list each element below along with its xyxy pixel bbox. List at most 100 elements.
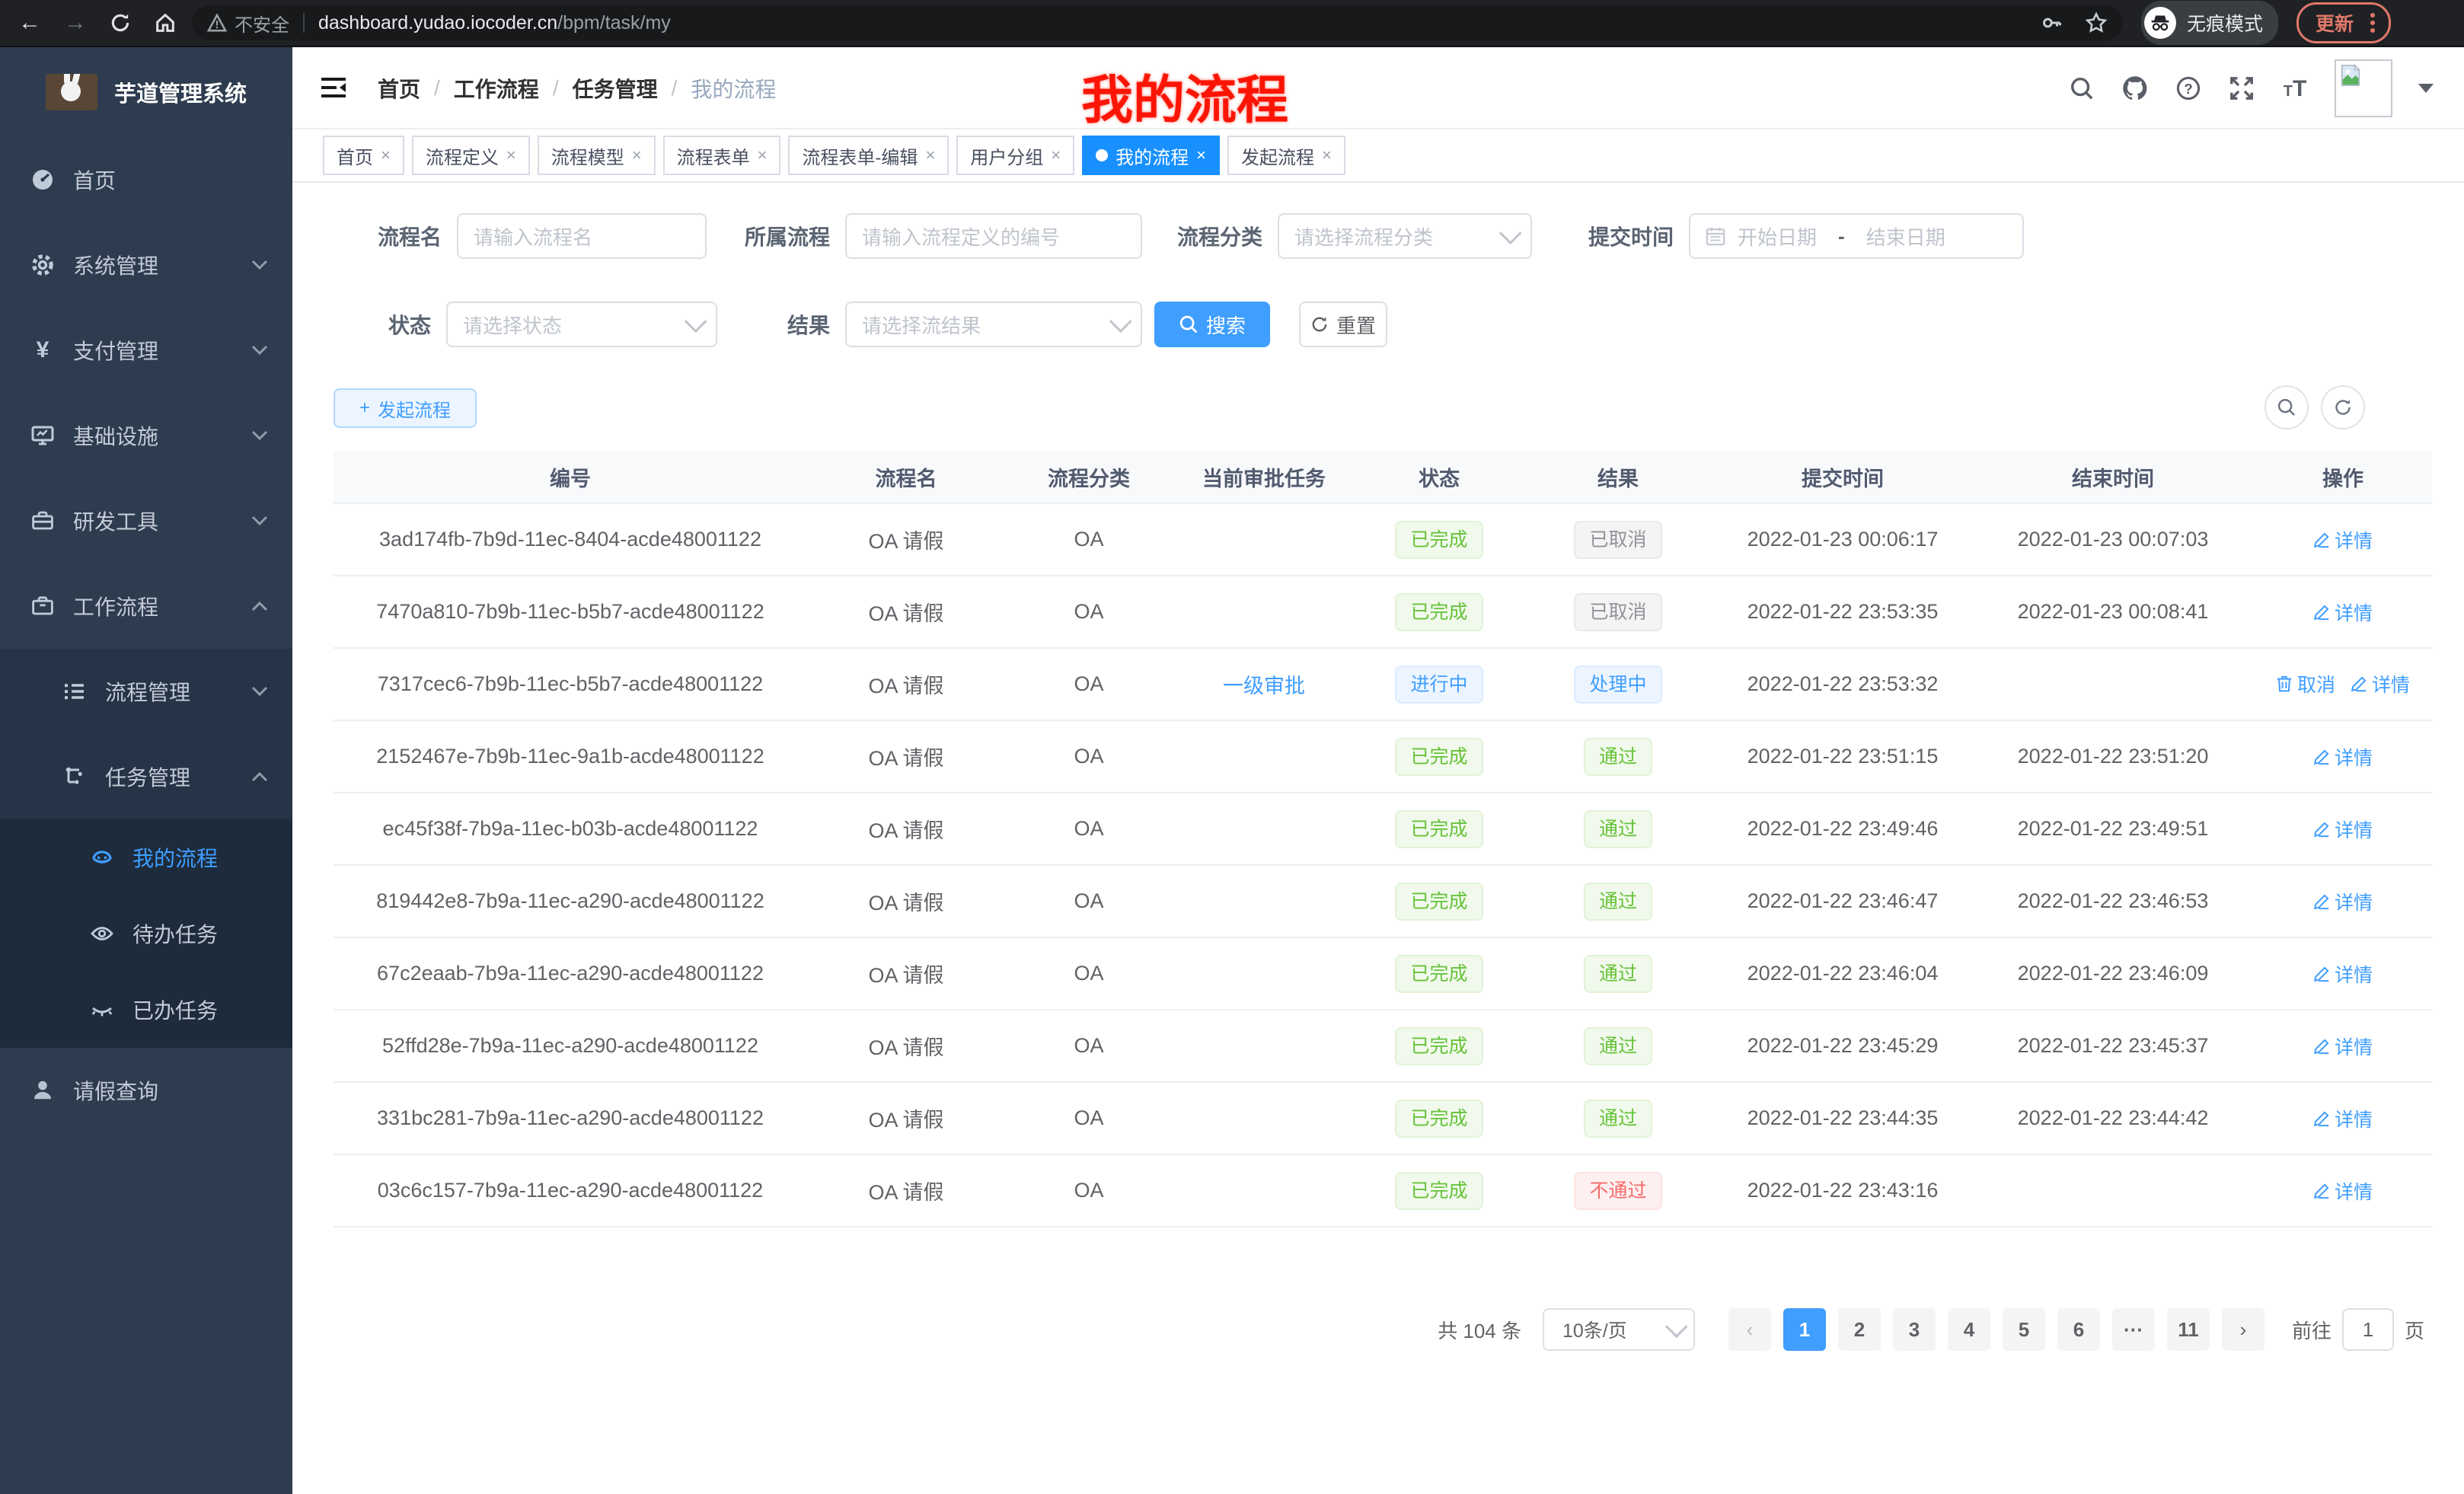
close-icon[interactable]: × [631,145,642,164]
bookmark-star-icon[interactable] [2085,11,2108,34]
view-tab[interactable]: 我的流程 × [1082,136,1221,175]
broken-image-icon [2341,64,2361,86]
close-icon[interactable]: × [1196,145,1207,164]
process-name-input[interactable]: 请输入流程名 [457,213,707,259]
chevron-down-icon [251,259,268,271]
avatar-caret-icon[interactable] [2418,84,2434,93]
page-button[interactable]: ··· [2111,1308,2155,1351]
view-tab[interactable]: 流程表单-编辑 × [788,136,950,175]
sidebar-item-done-tasks[interactable]: 已办任务 [0,972,292,1048]
close-icon[interactable]: × [1051,145,1061,164]
breadcrumb-item[interactable]: 任务管理 [572,78,658,101]
prev-page-button[interactable]: ‹ [1728,1308,1771,1351]
browser-update-button[interactable]: 更新 [2296,2,2392,43]
detail-link[interactable]: 详情 [2313,888,2373,915]
sidebar-item-payment[interactable]: ¥ 支付管理 [0,308,292,393]
sidebar-item-label: 基础设施 [73,425,159,449]
incognito-badge: 无痕模式 [2141,1,2279,45]
cell-category: OA [1074,745,1104,768]
security-warning[interactable]: 不安全 [207,10,289,37]
toggle-search-button[interactable] [2265,385,2309,429]
url-bar[interactable]: 不安全 dashboard.yudao.iocoder.cn/bpm/task/… [192,5,2123,40]
col-end-time: 结束时间 [2072,467,2154,490]
sidebar-item-devtools[interactable]: 研发工具 [0,478,292,563]
view-tab[interactable]: 首页 × [323,136,404,175]
status-select[interactable]: 请选择状态 [446,302,717,347]
detail-link[interactable]: 详情 [2313,1177,2373,1205]
reset-button[interactable]: 重置 [1299,302,1387,347]
reload-icon[interactable] [110,12,131,34]
close-icon[interactable]: × [506,145,516,164]
sidebar-item-task-management[interactable]: 任务管理 [0,734,292,819]
detail-link[interactable]: 详情 [2313,960,2373,988]
close-icon[interactable]: × [757,145,768,164]
filter-label: 所属流程 [745,225,831,249]
date-range-picker[interactable]: 开始日期 - 结束日期 [1689,213,2024,259]
forward-icon[interactable]: → [64,10,87,35]
sidebar-item-process-management[interactable]: 流程管理 [0,649,292,734]
detail-link[interactable]: 详情 [2351,670,2410,698]
back-icon[interactable]: ← [18,10,41,35]
view-tab[interactable]: 流程模型 × [537,136,656,175]
close-icon[interactable]: × [925,145,936,164]
process-definition-input[interactable]: 请输入流程定义的编号 [845,213,1142,259]
result-badge: 通过 [1583,1099,1652,1138]
detail-link[interactable]: 详情 [2313,526,2373,554]
fullscreen-icon[interactable] [2228,75,2255,102]
sidebar-item-home[interactable]: 首页 [0,137,292,222]
col-status: 状态 [1419,467,1460,490]
sidebar-item-leave-query[interactable]: 请假查询 [0,1048,292,1133]
home-icon[interactable] [154,11,177,34]
page-button[interactable]: 1 [1783,1308,1826,1351]
page-button[interactable]: 11 [2166,1308,2210,1351]
breadcrumb-item[interactable]: 首页 [378,78,421,101]
category-select[interactable]: 请选择流程分类 [1278,213,1532,259]
breadcrumb-item[interactable]: 工作流程 [453,78,539,101]
refresh-table-button[interactable] [2321,385,2365,429]
help-icon[interactable]: ? [2175,75,2202,102]
close-icon[interactable]: × [1322,145,1332,164]
search-button[interactable]: 搜索 [1154,302,1270,347]
create-process-button[interactable]: + 发起流程 [334,388,477,428]
sidebar-item-my-process[interactable]: 我的流程 [0,819,292,895]
key-icon[interactable] [2041,11,2063,34]
sidebar-collapse-icon[interactable] [320,75,347,101]
cell-submit-time: 2022-01-23 00:06:17 [1747,528,1939,551]
page-button[interactable]: 2 [1837,1308,1881,1351]
page-button[interactable]: 6 [2057,1308,2100,1351]
close-icon[interactable]: × [381,145,391,164]
goto-page-input[interactable]: 1 [2341,1308,2394,1351]
page-size-select[interactable]: 10条/页 [1542,1308,1695,1351]
sidebar-item-workflow[interactable]: 工作流程 [0,563,292,649]
detail-link[interactable]: 详情 [2313,599,2373,626]
avatar[interactable] [2335,59,2392,117]
view-tab[interactable]: 流程定义 × [411,136,530,175]
search-icon[interactable] [2068,75,2095,102]
page-button[interactable]: 4 [1947,1308,1990,1351]
detail-link[interactable]: 详情 [2313,743,2373,771]
page-button[interactable]: 5 [2002,1308,2045,1351]
current-task-link[interactable]: 一级审批 [1223,675,1305,698]
cell-process-name: OA 请假 [868,747,944,770]
col-result: 结果 [1597,467,1639,490]
sidebar-item-system[interactable]: 系统管理 [0,222,292,308]
cancel-link[interactable]: 取消 [2276,670,2335,698]
view-tab[interactable]: 用户分组 × [956,136,1075,175]
browser-menu-icon[interactable] [2366,13,2379,33]
result-badge: 通过 [1583,737,1652,776]
sidebar-item-todo-tasks[interactable]: 待办任务 [0,895,292,972]
detail-link[interactable]: 详情 [2313,1105,2373,1132]
next-page-button[interactable]: › [2221,1308,2265,1351]
cell-category: OA [1074,889,1104,912]
github-icon[interactable] [2121,75,2149,102]
view-tab[interactable]: 流程表单 × [662,136,781,175]
result-select[interactable]: 请选择流结果 [845,302,1142,347]
view-tab[interactable]: 发起流程 × [1227,136,1345,175]
page-button[interactable]: 3 [1892,1308,1936,1351]
chevron-down-icon [1664,1314,1688,1338]
app-logo[interactable]: 芋道管理系统 [0,47,292,137]
detail-link[interactable]: 详情 [2313,1033,2373,1060]
detail-link[interactable]: 详情 [2313,816,2373,843]
sidebar-item-infrastructure[interactable]: 基础设施 [0,393,292,478]
